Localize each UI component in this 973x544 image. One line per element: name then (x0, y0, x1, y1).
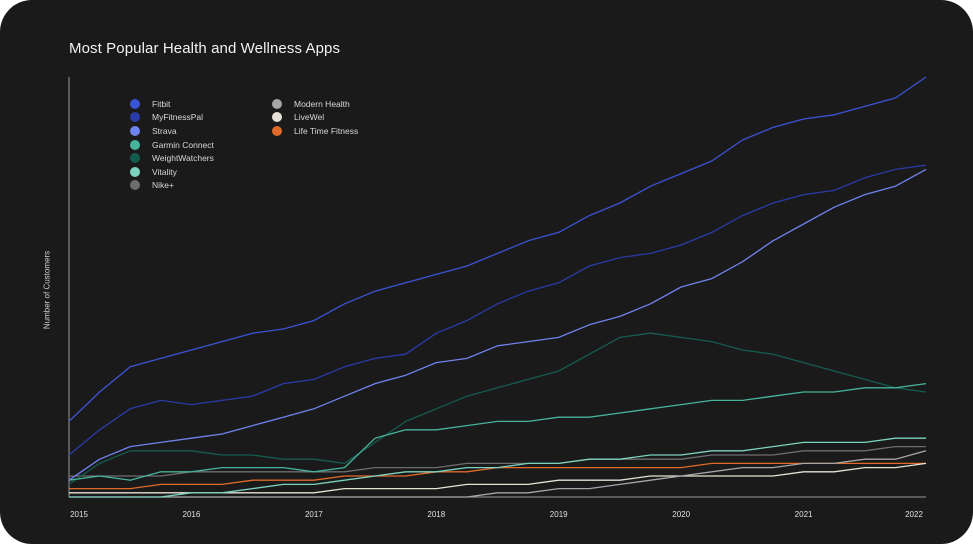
legend-label: Life Time Fitness (294, 125, 359, 136)
legend-swatch-icon (130, 153, 140, 164)
legend-swatch-icon (272, 98, 282, 109)
x-tick-label: 2022 (905, 510, 923, 519)
x-tick-label: 2021 (794, 510, 813, 519)
x-tick-label: 2017 (304, 510, 323, 519)
legend-swatch-icon (130, 180, 140, 191)
legend-swatch-icon (130, 166, 140, 177)
legend-swatch-icon (272, 112, 282, 123)
legend-swatch-icon (130, 139, 140, 150)
legend-item-weightwatchers: WeightWatchers (130, 151, 272, 165)
series-line-nike (69, 445, 926, 477)
x-tick-label: 2018 (427, 510, 446, 519)
legend: Fitbit MyFitnessPal Strava Garmin Connect We… (130, 97, 422, 192)
legend-label: Nike+ (152, 180, 174, 191)
legend-item-modern-health: Modern Health (272, 97, 422, 111)
legend-label: Vitality (152, 166, 177, 177)
legend-label: MyFitnessPal (152, 112, 204, 123)
legend-swatch-icon (272, 125, 282, 136)
legend-label: Fitbit (152, 98, 171, 109)
legend-item-vitality: Vitality (130, 165, 272, 179)
chart-title: Most Popular Health and Wellness Apps (69, 40, 341, 57)
series-line-strava (68, 168, 927, 481)
series-line-weightwatchers (68, 332, 927, 485)
legend-item-strava: Strava (130, 124, 272, 138)
series-line-myfitnesspal (68, 164, 927, 456)
series-line-modern-health (69, 450, 927, 498)
legend-label: Strava (152, 125, 177, 136)
legend-swatch-icon (130, 98, 140, 109)
legend-label: LiveWel (294, 112, 325, 123)
legend-item-nike: Nike+ (130, 179, 272, 193)
x-tick-label: 2019 (549, 510, 568, 519)
legend-label: Garmin Connect (152, 139, 214, 150)
legend-item-myfitnesspal: MyFitnessPal (130, 111, 272, 125)
series-line-fitbit (68, 76, 927, 422)
x-tick-label: 2015 (70, 510, 88, 519)
legend-label: WeightWatchers (152, 153, 214, 164)
legend-item-livewel: LiveWel (272, 111, 422, 125)
legend-item-life-time-fitness: Life Time Fitness (272, 124, 422, 138)
legend-swatch-icon (130, 125, 140, 136)
series-line-vitality (69, 437, 926, 498)
legend-item-garmin-connect: Garmin Connect (130, 138, 272, 152)
x-tick-label: 2020 (672, 510, 691, 519)
legend-label: Modern Health (294, 98, 350, 109)
legend-swatch-icon (130, 112, 140, 123)
legend-item-fitbit: Fitbit (130, 97, 272, 111)
series-line-garmin-connect (68, 382, 927, 481)
x-tick-label: 2016 (182, 510, 201, 519)
